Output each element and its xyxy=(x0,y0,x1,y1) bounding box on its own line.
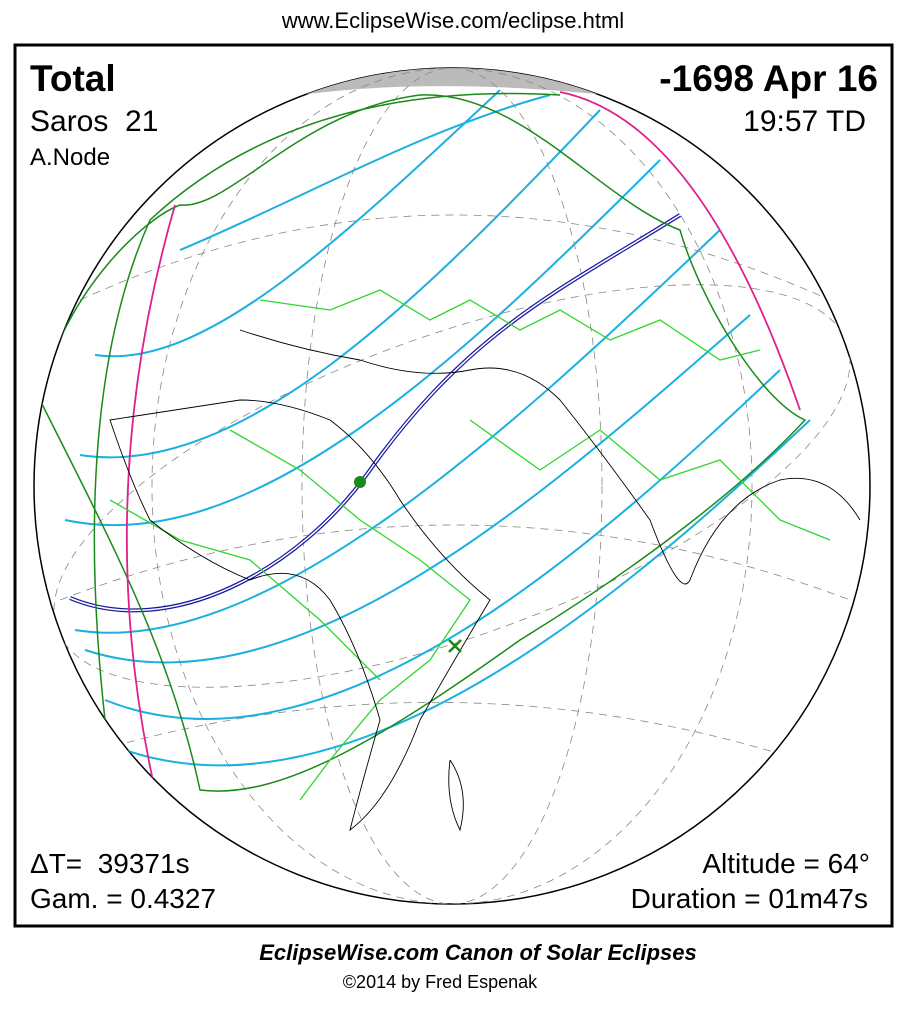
gamma: Gam. = 0.4327 xyxy=(30,883,216,914)
globe-disc xyxy=(33,67,871,905)
date: -1698 Apr 16 xyxy=(659,58,878,99)
penumbra-limits xyxy=(39,92,807,792)
central-path-inner xyxy=(69,214,681,612)
duration-lines xyxy=(64,89,811,767)
globe xyxy=(33,67,871,905)
borders xyxy=(109,289,831,801)
greatest-eclipse xyxy=(354,476,366,488)
eclipse-type: Total xyxy=(30,58,116,99)
duration: Duration = 01m47s xyxy=(631,883,868,914)
url: www.EclipseWise.com/eclipse.html xyxy=(281,8,624,33)
delta-t: ΔT= 39371s xyxy=(30,848,190,879)
rise-set-curves xyxy=(125,91,801,791)
saros: Saros 21 xyxy=(30,105,158,138)
greatest-duration xyxy=(448,639,462,653)
altitude: Altitude = 64° xyxy=(702,848,870,879)
footer-credit: ©2014 by Fred Espenak xyxy=(343,972,538,992)
coastlines xyxy=(109,329,861,832)
frame xyxy=(13,43,894,928)
markers xyxy=(354,476,462,653)
node: A.Node xyxy=(30,144,110,171)
footer-title: EclipseWise.com Canon of Solar Eclipses xyxy=(259,940,697,965)
time: 19:57 TD xyxy=(743,105,866,138)
